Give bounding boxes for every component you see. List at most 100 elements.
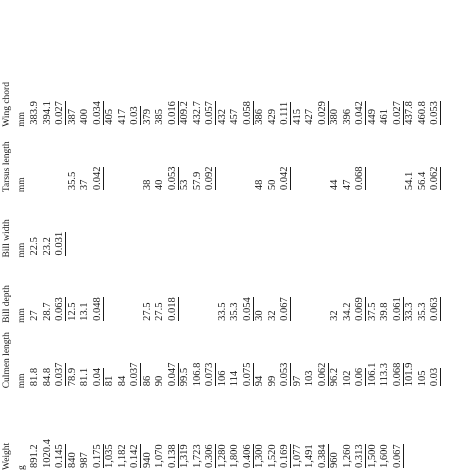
header-name-row: Weight Culmen length Bill depth Bill wid… <box>0 0 16 474</box>
table-cell: 33.3 <box>404 262 417 327</box>
cell-value: 1,520 <box>266 444 278 468</box>
table-cell: 429 <box>267 65 280 130</box>
cell-value: 96.2 <box>329 367 340 387</box>
table-cell: 1020.4 <box>42 392 55 474</box>
cell-value: 90 <box>154 375 165 387</box>
row-spacer <box>42 0 55 65</box>
table-cell: 0.029 <box>316 65 330 130</box>
table-row: 1,491 103 427 <box>304 0 317 474</box>
table-row: 1,300 94 30 48 386 <box>254 0 267 474</box>
cell-value: 1,280 <box>216 444 228 468</box>
table-cell <box>392 196 405 261</box>
cell-value: 405 <box>104 109 115 125</box>
table-cell: 33.5 <box>217 262 230 327</box>
cell-value: 44 <box>329 179 340 191</box>
cell-value: 386 <box>254 109 265 125</box>
row-spacer <box>179 0 192 65</box>
row-spacer <box>54 0 67 65</box>
table-row: 0.306 0.073 0.092 0.057 <box>204 0 217 474</box>
table-cell: 385 <box>154 65 167 130</box>
table-cell: 1,280 <box>217 392 230 474</box>
col-header-tarsus-length: Tarsus length <box>2 141 13 193</box>
table-cell: 0.068 <box>354 131 367 196</box>
table-cell <box>417 196 430 261</box>
table-cell: 0.027 <box>54 65 67 130</box>
cell-value: 35.3 <box>416 302 428 321</box>
table-cell: 106.1 <box>367 327 380 392</box>
table-row: 987 81.1 13.1 37 400 <box>79 0 92 474</box>
cell-value: 409.2 <box>179 101 190 125</box>
table-cell: 0.145 <box>54 392 67 474</box>
table-cell <box>367 196 380 261</box>
cv-value: 0.068 <box>391 362 404 387</box>
cell-value: 27 <box>29 310 40 321</box>
table-row: 1,520 99 32 50 429 <box>267 0 280 474</box>
cv-value: 0.047 <box>166 362 179 387</box>
table-cell: 32 <box>267 262 280 327</box>
cell-value: 57.9 <box>191 171 203 191</box>
col-header-spacer <box>0 0 16 65</box>
cell-value: 960 <box>329 452 340 468</box>
cv-value: 0.138 <box>166 444 179 468</box>
cell-value: 81.8 <box>29 367 40 387</box>
cell-value: 1,600 <box>379 444 390 468</box>
cell-value: 1,182 <box>116 444 128 468</box>
cv-value: 0.054 <box>241 297 254 321</box>
cell-value: 460.8 <box>416 101 428 125</box>
cv-value: 0.067 <box>279 297 291 321</box>
table-cell: 27.5 <box>154 262 167 327</box>
table-cell: 0.138 <box>166 392 180 474</box>
cv-value: 0.048 <box>91 297 104 321</box>
table-cell: 28.7 <box>42 262 55 327</box>
table-cell: 102 <box>342 327 355 392</box>
table-cell <box>92 196 105 261</box>
table-cell: 47 <box>342 131 355 196</box>
table-cell <box>342 196 355 261</box>
cv-value: 0.016 <box>166 101 179 125</box>
cell-value: 940 <box>141 452 153 468</box>
row-spacer <box>329 0 342 65</box>
cv-value: 0.073 <box>204 362 216 387</box>
row-spacer <box>92 0 105 65</box>
table-cell: 387 <box>67 65 80 130</box>
table-cell: 432.7 <box>192 65 205 130</box>
row-spacer <box>354 0 367 65</box>
table-cell: 37 <box>79 131 92 196</box>
table-row: 1,280 106 33.5 432 <box>217 0 230 474</box>
table-row: 1,500 106.1 37.5 449 <box>367 0 380 474</box>
cell-value: 23.2 <box>41 237 53 256</box>
table-row: 101.9 33.3 54.1 437.8 <box>404 0 417 474</box>
table-cell: 35.3 <box>229 262 242 327</box>
table-cell: 0.018 <box>166 262 180 327</box>
table-cell <box>179 262 192 327</box>
cell-value: 840 <box>66 452 78 468</box>
table-cell: 35.5 <box>67 131 80 196</box>
table-cell: 0.053 <box>279 327 292 392</box>
table-cell <box>317 196 330 261</box>
table-row: 1,182 84 417 <box>117 0 130 474</box>
cell-value: 432 <box>216 109 228 125</box>
table-cell: 103 <box>304 327 317 392</box>
table-cell: 81.8 <box>29 327 42 392</box>
table-cell: 1,077 <box>292 392 305 474</box>
table-cell <box>204 196 217 261</box>
cv-value: 0.053 <box>429 101 441 125</box>
table-cell: 0.06 <box>354 327 367 392</box>
cell-value: 53 <box>179 179 190 191</box>
cell-value: 99 <box>266 375 278 387</box>
table-row: 1,723 106.8 57.9 432.7 <box>192 0 205 474</box>
cv-value: 0.042 <box>91 166 104 191</box>
table-cell <box>404 196 417 261</box>
table-cell: 1,260 <box>342 392 355 474</box>
table-cell: 0.037 <box>129 327 142 392</box>
table-cell <box>242 131 255 196</box>
table-cell: 0.03 <box>129 65 142 130</box>
table-cell: 1,070 <box>154 392 167 474</box>
cell-value: 28.7 <box>41 302 53 321</box>
table-cell <box>229 196 242 261</box>
measurements-table: Weight Culmen length Bill depth Bill wid… <box>0 0 441 474</box>
table-cell: 0.063 <box>54 262 67 327</box>
cv-value: 0.037 <box>129 362 141 387</box>
table-cell <box>304 262 317 327</box>
